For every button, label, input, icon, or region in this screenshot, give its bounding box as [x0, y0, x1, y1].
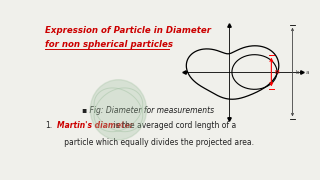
Text: for non spherical particles: for non spherical particles [45, 40, 173, 49]
Text: particle which equally divides the projected area.: particle which equally divides the proje… [57, 138, 254, 147]
Text: Martin's diameter: Martin's diameter [57, 121, 133, 130]
Text: a: a [305, 69, 309, 75]
Text: 1.: 1. [45, 121, 52, 130]
Circle shape [90, 80, 147, 140]
Text: Expression of Particle in Diameter: Expression of Particle in Diameter [45, 26, 211, 35]
Text: M: M [274, 69, 279, 75]
Text: is the averaged cord length of a: is the averaged cord length of a [111, 121, 236, 130]
Text: ▪ Fig: Diameter for measurements: ▪ Fig: Diameter for measurements [82, 106, 214, 115]
Text: b: b [295, 69, 299, 75]
